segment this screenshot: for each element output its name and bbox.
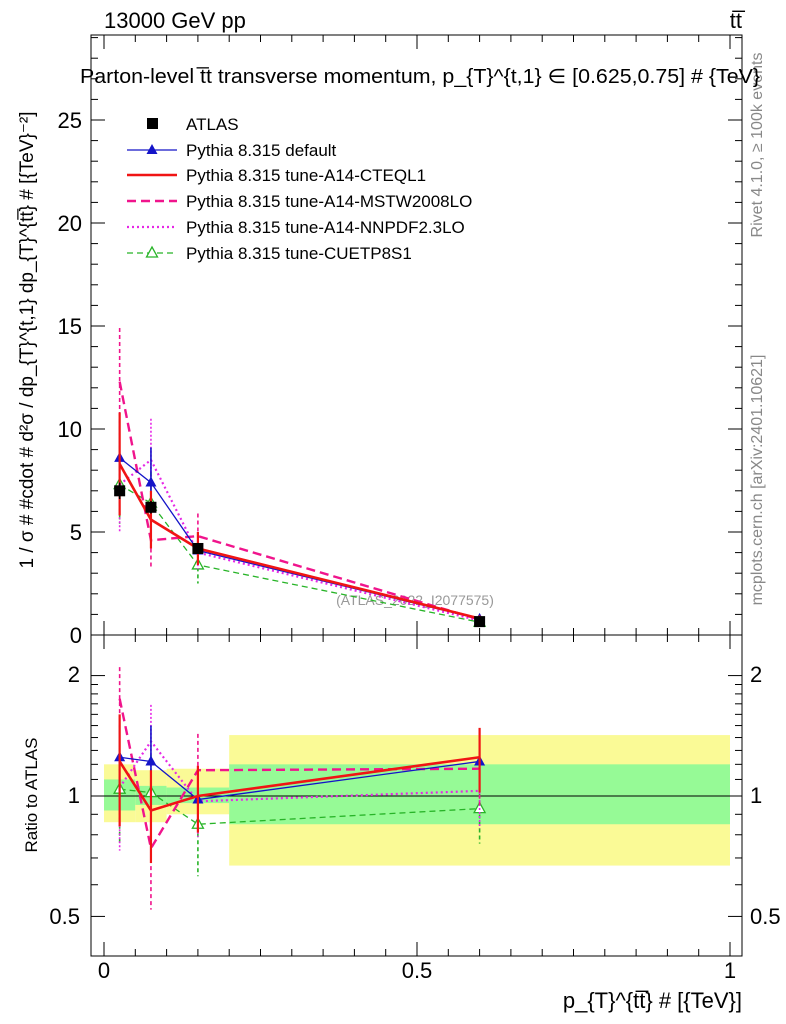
legend-entry-cteql1: Pythia 8.315 tune-A14-CTEQL1 <box>127 166 426 185</box>
plot-title: Parton-level t̅t transverse momentum, p_… <box>80 66 760 88</box>
legend-label-default: Pythia 8.315 default <box>186 141 337 160</box>
main-point-default-1 <box>145 476 157 487</box>
main-y-tick-label-10: 10 <box>58 417 82 442</box>
ratio-y-tick-label-1-right: 1 <box>750 783 762 808</box>
legend-entry-default: Pythia 8.315 default <box>127 141 337 160</box>
ratio-y-tick-label-05: 0.5 <box>49 904 80 929</box>
ratio-axis-ticks <box>91 635 742 956</box>
main-y-axis-title: 1 / σ # #cdot # d²σ / dp_{T}^{t,1} dp_{T… <box>17 112 38 569</box>
main-series-layer <box>113 328 487 628</box>
legend-entry-cuetp: Pythia 8.315 tune-CUETP8S1 <box>127 244 412 263</box>
legend-entry-mstw: Pythia 8.315 tune-A14-MSTW2008LO <box>127 192 472 211</box>
legend-entry-atlas: ATLAS <box>147 115 239 134</box>
main-point-atlas-3 <box>474 616 486 628</box>
main-point-atlas-0 <box>114 485 126 497</box>
main-y-tick-label-0: 0 <box>70 623 82 648</box>
legend-label-cteql1: Pythia 8.315 tune-A14-CTEQL1 <box>186 166 426 185</box>
legend-marker-cuetp <box>145 245 159 258</box>
ratio-series-layer <box>113 667 487 910</box>
main-y-tick-label-5: 5 <box>70 520 82 545</box>
header-energy: 13000 GeV pp <box>104 8 246 33</box>
legend-label-atlas: ATLAS <box>186 115 239 134</box>
ratio-line-cuetp <box>119 788 480 825</box>
ratio-line-cteql1 <box>118 755 480 813</box>
legend-label-mstw: Pythia 8.315 tune-A14-MSTW2008LO <box>186 192 472 211</box>
ratio-y-axis-title: Ratio to ATLAS <box>22 738 41 853</box>
main-y-tick-labels: 0 5 10 15 20 25 <box>58 108 82 648</box>
ratio-y-tick-label-05-right: 0.5 <box>750 904 781 929</box>
legend-marker-default <box>146 144 158 154</box>
main-line-mstw <box>118 381 480 621</box>
ratio-y-tick-labels-right: 0.5 1 2 <box>750 662 781 929</box>
main-axis-ticks <box>91 35 742 636</box>
ratio-y-tick-label-2-right: 2 <box>750 662 762 687</box>
main-line-cteql1 <box>118 463 480 620</box>
ratio-y-tick-label-2: 2 <box>68 662 80 687</box>
ratio-line-default <box>119 756 480 801</box>
x-tick-labels: 0 0.5 1 <box>98 958 736 983</box>
main-point-atlas-1 <box>145 501 157 513</box>
header-process: tt̅ <box>730 8 746 33</box>
ratio-y-tick-label-1: 1 <box>68 783 80 808</box>
main-point-atlas-2 <box>192 542 204 554</box>
legend-label-cuetp: Pythia 8.315 tune-CUETP8S1 <box>186 244 412 263</box>
ratio-y-tick-labels-left: 0.5 1 2 <box>49 662 80 929</box>
x-axis-title: p_{T}^{tt̅} # [{TeV}] <box>563 988 742 1013</box>
x-tick-label-05: 0.5 <box>402 958 433 983</box>
x-tick-label-0: 0 <box>98 958 110 983</box>
legend: ATLAS Pythia 8.315 default Pythia 8.315 … <box>127 115 472 263</box>
main-y-tick-label-25: 25 <box>58 108 82 133</box>
rivet-version-label: Rivet 4.1.0, ≥ 100k events <box>749 53 766 238</box>
x-tick-label-1: 1 <box>724 958 736 983</box>
legend-marker-atlas <box>147 118 158 129</box>
main-line-nnpdf <box>118 458 480 622</box>
ratio-point-default-1 <box>145 755 157 766</box>
legend-entry-nnpdf: Pythia 8.315 tune-A14-NNPDF2.3LO <box>127 218 465 237</box>
mcplots-label: mcplots.cern.ch [arXiv:2401.10621] <box>749 355 766 606</box>
legend-label-nnpdf: Pythia 8.315 tune-A14-NNPDF2.3LO <box>186 218 465 237</box>
main-y-tick-label-20: 20 <box>58 211 82 236</box>
main-y-tick-label-15: 15 <box>58 314 82 339</box>
ratio-line-mstw <box>118 698 480 852</box>
